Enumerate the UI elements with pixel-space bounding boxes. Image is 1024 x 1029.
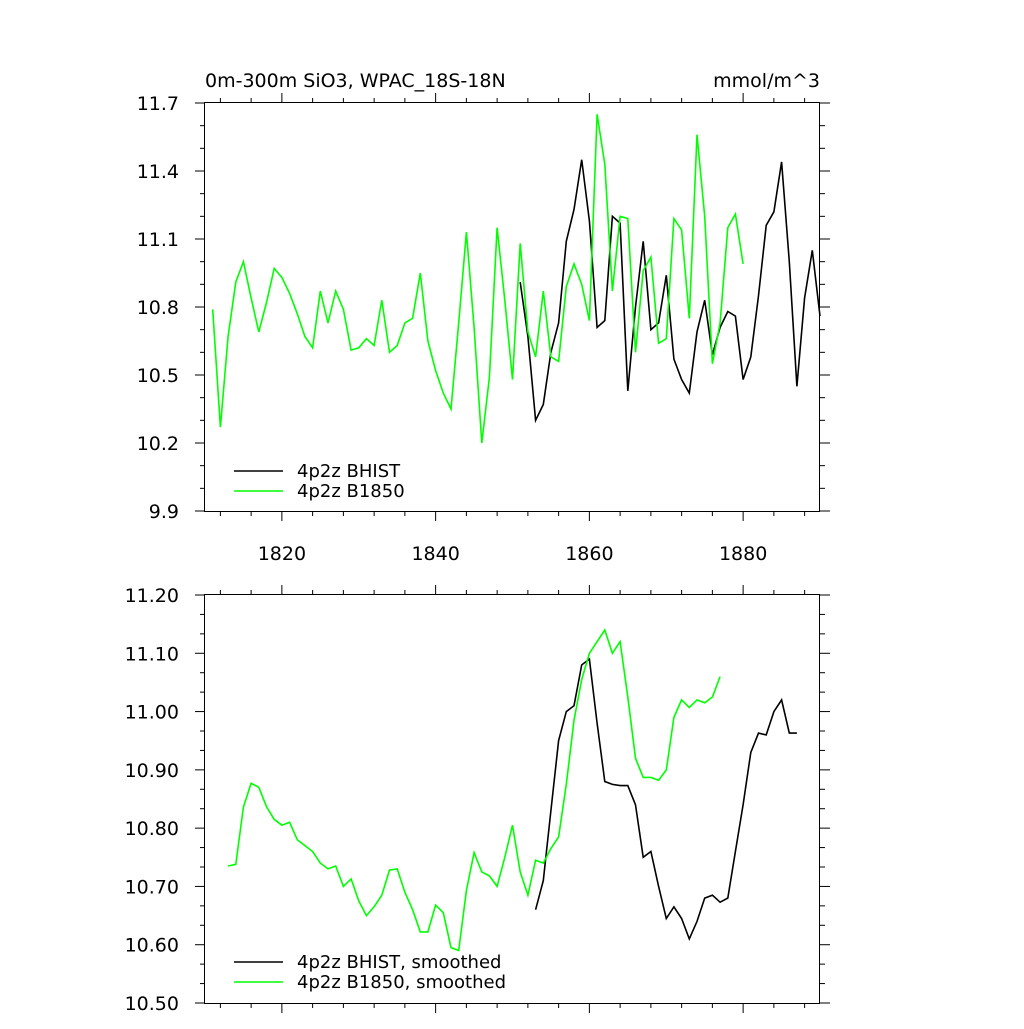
top-panel-legend: 4p2z BHIST 4p2z B1850 — [234, 461, 405, 502]
y-tick-label: 10.60 — [125, 935, 179, 957]
series-line-b1850 — [211, 114, 744, 444]
top-panel-tick-marks — [195, 93, 830, 521]
series-line-bhist — [534, 657, 797, 942]
x-tick-label: 1860 — [565, 543, 613, 565]
y-tick-label: 10.80 — [125, 818, 179, 840]
bottom-panel-tick-marks — [195, 585, 830, 1013]
chart-title: 0m-300m SiO3, WPAC_18S-18N — [205, 70, 506, 92]
top-panel-x-tick-labels: 1820 1840 1860 1880 — [258, 543, 768, 565]
y-tick-label: 11.00 — [125, 702, 179, 724]
x-tick-label: 1880 — [719, 543, 767, 565]
units-label: mmol/m^3 — [713, 70, 820, 92]
y-tick-label: 11.4 — [137, 161, 179, 183]
y-tick-label: 9.9 — [149, 501, 179, 523]
y-tick-label: 11.1 — [137, 229, 179, 251]
y-tick-label: 10.90 — [125, 760, 179, 782]
legend-label-bhist-smoothed: 4p2z BHIST, smoothed — [297, 952, 501, 973]
y-tick-label: 11.10 — [125, 643, 179, 665]
top-panel-plot-frame — [204, 102, 820, 512]
y-tick-label: 11.7 — [137, 93, 179, 115]
series-line-b1850 — [227, 628, 721, 952]
legend-label-b1850-smoothed: 4p2z B1850, smoothed — [297, 972, 506, 993]
bottom-panel-series — [227, 628, 797, 952]
y-tick-label: 10.8 — [137, 297, 179, 319]
series-line-bhist — [519, 159, 821, 424]
legend-label-b1850: 4p2z B1850 — [297, 481, 405, 502]
y-tick-label: 10.70 — [125, 876, 179, 898]
y-tick-label: 10.50 — [125, 993, 179, 1015]
x-tick-label: 1840 — [411, 543, 459, 565]
y-tick-label: 11.20 — [125, 585, 179, 607]
y-tick-label: 10.2 — [137, 433, 179, 455]
bottom-panel-y-tick-labels: 10.50 10.60 10.70 10.80 10.90 11.00 11.10 11.20 — [125, 585, 179, 1015]
top-panel-series — [211, 114, 821, 444]
bottom-panel-legend: 4p2z BHIST, smoothed 4p2z B1850, smoothe… — [234, 952, 506, 993]
x-tick-label: 1820 — [258, 543, 306, 565]
bottom-panel-plot-frame — [204, 594, 820, 1004]
legend-label-bhist: 4p2z BHIST — [297, 461, 401, 482]
top-panel-y-tick-labels: 9.9 10.2 10.5 10.8 11.1 11.4 11.7 — [137, 93, 179, 523]
bottom-panel: 10.50 10.60 10.70 10.80 10.90 11.00 11.10 11.20… — [125, 585, 830, 1015]
top-panel: 0m-300m SiO3, WPAC_18S-18N mmol/m^3 9.9 1… — [137, 70, 830, 565]
y-tick-label: 10.5 — [137, 365, 179, 387]
